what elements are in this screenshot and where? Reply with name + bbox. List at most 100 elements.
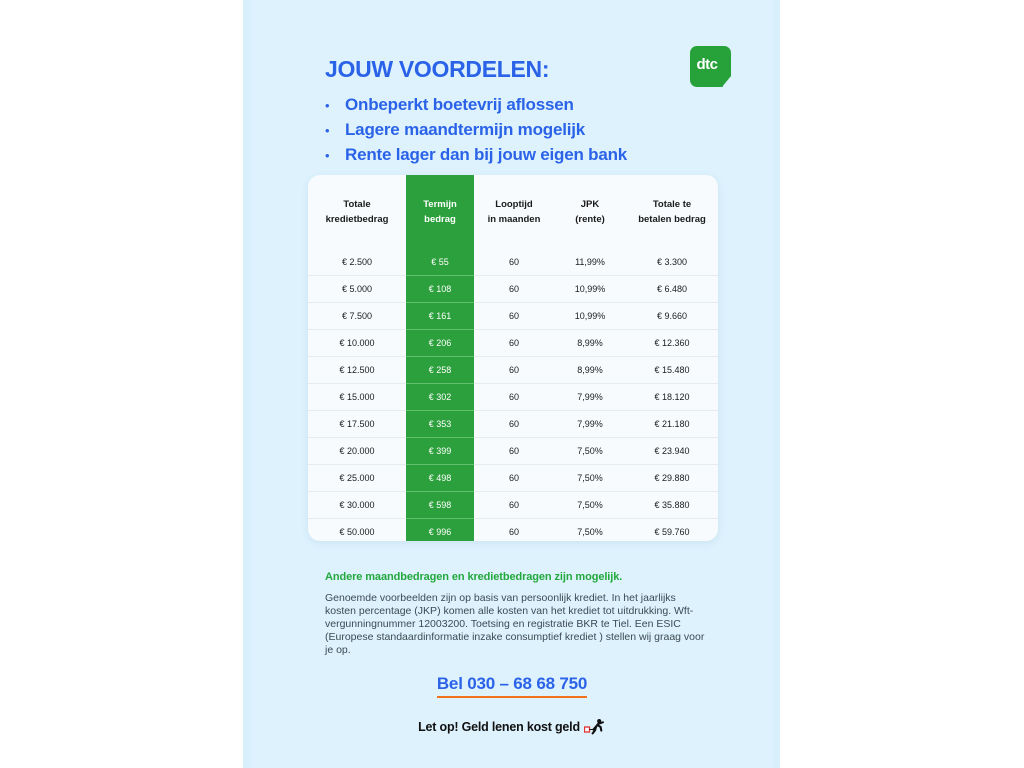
table-cell: 60	[474, 383, 554, 411]
table-row: € 50.000 € 996 60 7,50% € 59.760	[308, 518, 718, 541]
table-cell: € 9.660	[626, 302, 718, 330]
phone-number-link[interactable]: Bel 030 – 68 68 750	[436, 674, 587, 698]
table-cell: 60	[474, 410, 554, 438]
table-cell: € 2.500	[341, 257, 373, 267]
benefit-label: Onbeperkt boetevrij aflossen	[345, 95, 574, 114]
bullet-dot-icon: •	[325, 98, 330, 113]
column-header-line1: JPK	[580, 199, 600, 210]
benefit-label: Rente lager dan bij jouw eigen bank	[345, 145, 628, 164]
table-cell: € 598	[406, 491, 474, 519]
column-header-jpk: JPK (rente)	[554, 175, 626, 249]
benefits-list: • Onbeperkt boetevrij aflossen • Lagere …	[325, 94, 705, 169]
table-row: € 17.500 € 353 60 7,99% € 21.180	[308, 410, 718, 438]
table-cell: € 302	[406, 383, 474, 411]
table-row: € 7.500 € 161 60 10,99% € 9.660	[308, 302, 718, 330]
bullet-dot-icon: •	[325, 123, 330, 138]
table-row: € 20.000 € 399 60 7,50% € 23.940	[308, 437, 718, 465]
table-row: € 5.000 € 108 60 10,99% € 6.480	[308, 275, 718, 303]
table-cell: 60	[474, 302, 554, 330]
table-cell: 10,99%	[554, 275, 626, 303]
table-cell: 7,99%	[554, 383, 626, 411]
table-cell: € 30.000	[308, 491, 406, 519]
column-header-line2: (rente)	[575, 214, 605, 225]
table-cell: € 59.760	[626, 518, 718, 541]
list-item: • Onbeperkt boetevrij aflossen	[325, 94, 705, 117]
table-cell: € 35.880	[626, 491, 718, 519]
phone-cta: Bel 030 – 68 68 750	[0, 674, 1024, 698]
table-cell: € 12.500	[308, 356, 406, 384]
table-cell: 60	[474, 329, 554, 357]
table-cell: € 29.880	[626, 464, 718, 492]
rates-table-wrap: Totale kredietbedrag Termijn bedrag Loop…	[308, 175, 718, 541]
table-cell: € 10.000	[308, 329, 406, 357]
column-header-line1: Totale	[343, 199, 371, 210]
column-header-line2: betalen bedrag	[638, 214, 706, 225]
table-cell: € 258	[406, 356, 474, 384]
list-item: • Rente lager dan bij jouw eigen bank	[325, 144, 705, 167]
table-cell: € 23.940	[626, 437, 718, 465]
table-cell: € 7.500	[308, 302, 406, 330]
table-cell: € 17.500	[308, 410, 406, 438]
column-header-line1: Termijn	[423, 199, 457, 210]
disclaimer-body: Genoemde voorbeelden zijn op basis van p…	[325, 592, 705, 656]
table-cell: 60	[508, 257, 519, 267]
table-cell: 60	[474, 491, 554, 519]
rates-table: Totale kredietbedrag Termijn bedrag Loop…	[308, 175, 718, 541]
table-cell: 8,99%	[554, 329, 626, 357]
table-header-row: Totale kredietbedrag Termijn bedrag Loop…	[308, 175, 718, 249]
table-cell: 10,99%	[554, 302, 626, 330]
table-cell: 7,50%	[554, 518, 626, 541]
table-cell: € 25.000	[308, 464, 406, 492]
table-cell: € 15.480	[626, 356, 718, 384]
table-cell: € 50.000	[308, 518, 406, 541]
rates-table-card: Totale kredietbedrag Termijn bedrag Loop…	[308, 175, 718, 541]
table-cell: € 498	[406, 464, 474, 492]
table-cell: € 15.000	[308, 383, 406, 411]
table-header: Totale kredietbedrag Termijn bedrag Loop…	[308, 175, 718, 249]
table-cell: 7,50%	[554, 437, 626, 465]
dtc-logo-icon: dtc	[690, 46, 731, 87]
table-cell: 7,50%	[554, 491, 626, 519]
table-row: € 12.500 € 258 60 8,99% € 15.480	[308, 356, 718, 384]
logo-wordmark: dtc	[696, 56, 719, 73]
table-cell: 11,99%	[575, 257, 605, 267]
table-cell: € 161	[406, 302, 474, 330]
column-header-looptijd: Looptijd in maanden	[474, 175, 554, 249]
logo-bubble-tail	[722, 76, 731, 87]
running-man-ball-and-chain-icon	[583, 718, 606, 736]
benefit-label: Lagere maandtermijn mogelijk	[345, 120, 586, 139]
table-cell: € 399	[406, 437, 474, 465]
table-cell: € 3.300	[656, 257, 688, 267]
table-cell: € 12.360	[626, 329, 718, 357]
table-cell: € 353	[406, 410, 474, 438]
table-cell: 7,99%	[554, 410, 626, 438]
table-cell: 60	[474, 518, 554, 541]
table-cell: € 5.000	[308, 275, 406, 303]
column-header-termijn-bedrag: Termijn bedrag	[406, 175, 474, 249]
table-row: € 25.000 € 498 60 7,50% € 29.880	[308, 464, 718, 492]
table-cell: 8,99%	[554, 356, 626, 384]
column-header-line1: Looptijd	[495, 199, 533, 210]
credit-warning: Let op! Geld lenen kost geld	[0, 718, 1024, 736]
table-cell: € 55	[406, 249, 474, 276]
table-cell: 60	[474, 275, 554, 303]
page-title: JOUW VOORDELEN:	[325, 56, 550, 82]
table-row: € 30.000 € 598 60 7,50% € 35.880	[308, 491, 718, 519]
table-cell: € 6.480	[626, 275, 718, 303]
table-body: € 2.500 € 55 60 11,99% € 3.300 € 5.000 € 108 60…	[308, 249, 718, 541]
table-cell: 7,50%	[554, 464, 626, 492]
table-cell: € 20.000	[308, 437, 406, 465]
table-row: € 10.000 € 206 60 8,99% € 12.360	[308, 329, 718, 357]
column-header-line1: Totale te	[652, 199, 692, 210]
table-cell: 60	[474, 437, 554, 465]
table-cell: € 21.180	[626, 410, 718, 438]
table-cell: € 18.120	[626, 383, 718, 411]
table-row: € 15.000 € 302 60 7,99% € 18.120	[308, 383, 718, 411]
table-cell: € 108	[406, 275, 474, 303]
table-cell: 60	[474, 464, 554, 492]
disclaimer-title: Andere maandbedragen en kredietbedragen …	[325, 571, 623, 583]
credit-warning-text: Let op! Geld lenen kost geld	[418, 720, 580, 734]
column-header-line2: kredietbedrag	[325, 214, 389, 225]
column-header-totale-kredietbedrag: Totale kredietbedrag	[308, 175, 406, 249]
